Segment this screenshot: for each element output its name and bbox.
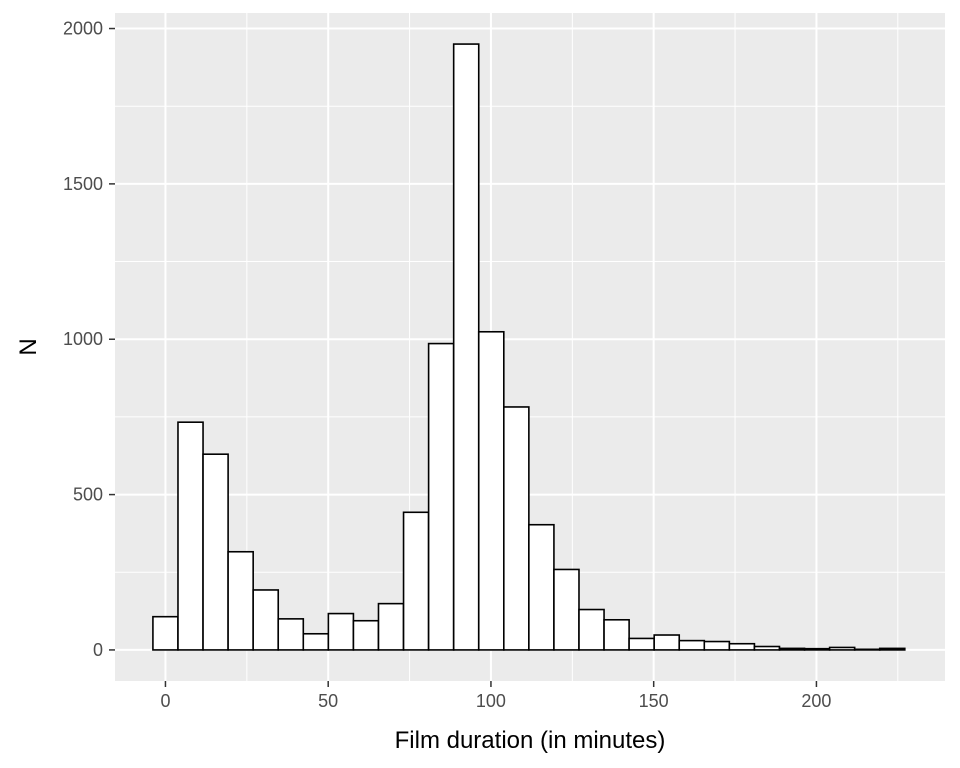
histogram-bar (728, 642, 756, 651)
histogram-bar (803, 647, 831, 651)
histogram-bar (427, 342, 455, 651)
x-tick-label: 0 (160, 691, 170, 711)
histogram-bar (778, 647, 806, 651)
histogram-bar (653, 634, 681, 651)
histogram-bar (452, 43, 480, 651)
y-tick-label: 0 (93, 640, 103, 660)
y-tick-label: 500 (73, 485, 103, 505)
histogram-bar (528, 523, 555, 651)
histogram-bar (703, 640, 731, 651)
y-tick-label: 1000 (63, 329, 103, 349)
histogram-bar (477, 330, 505, 651)
histogram-bar (177, 421, 204, 651)
histogram-bar (252, 589, 280, 651)
histogram-bars (152, 43, 906, 651)
histogram-bar (628, 637, 655, 651)
histogram-bar (502, 406, 530, 651)
histogram-bar (352, 619, 380, 651)
histogram-bar (753, 645, 781, 651)
x-tick-label: 50 (318, 691, 338, 711)
histogram-bar (878, 647, 906, 651)
histogram-bar (202, 453, 229, 651)
histogram-bar (553, 568, 580, 651)
histogram-bar (302, 632, 330, 651)
y-axis-title: N (15, 338, 42, 355)
histogram-bar (828, 646, 856, 651)
histogram-bar (277, 618, 305, 651)
x-tick-label: 150 (639, 691, 669, 711)
histogram-bar (152, 615, 179, 651)
y-tick-label: 1500 (63, 174, 103, 194)
histogram-bar (678, 639, 706, 651)
y-tick-label: 2000 (63, 19, 103, 39)
histogram-bar (853, 648, 881, 651)
histogram-bar (377, 602, 405, 651)
histogram-bar (603, 618, 630, 651)
x-tick-label: 200 (801, 691, 831, 711)
histogram-bar (402, 511, 430, 651)
x-tick-label: 100 (476, 691, 506, 711)
histogram-bar (578, 608, 605, 651)
histogram-bar (227, 550, 254, 651)
histogram-bar (327, 612, 355, 651)
x-axis-title: Film duration (in minutes) (395, 727, 666, 754)
